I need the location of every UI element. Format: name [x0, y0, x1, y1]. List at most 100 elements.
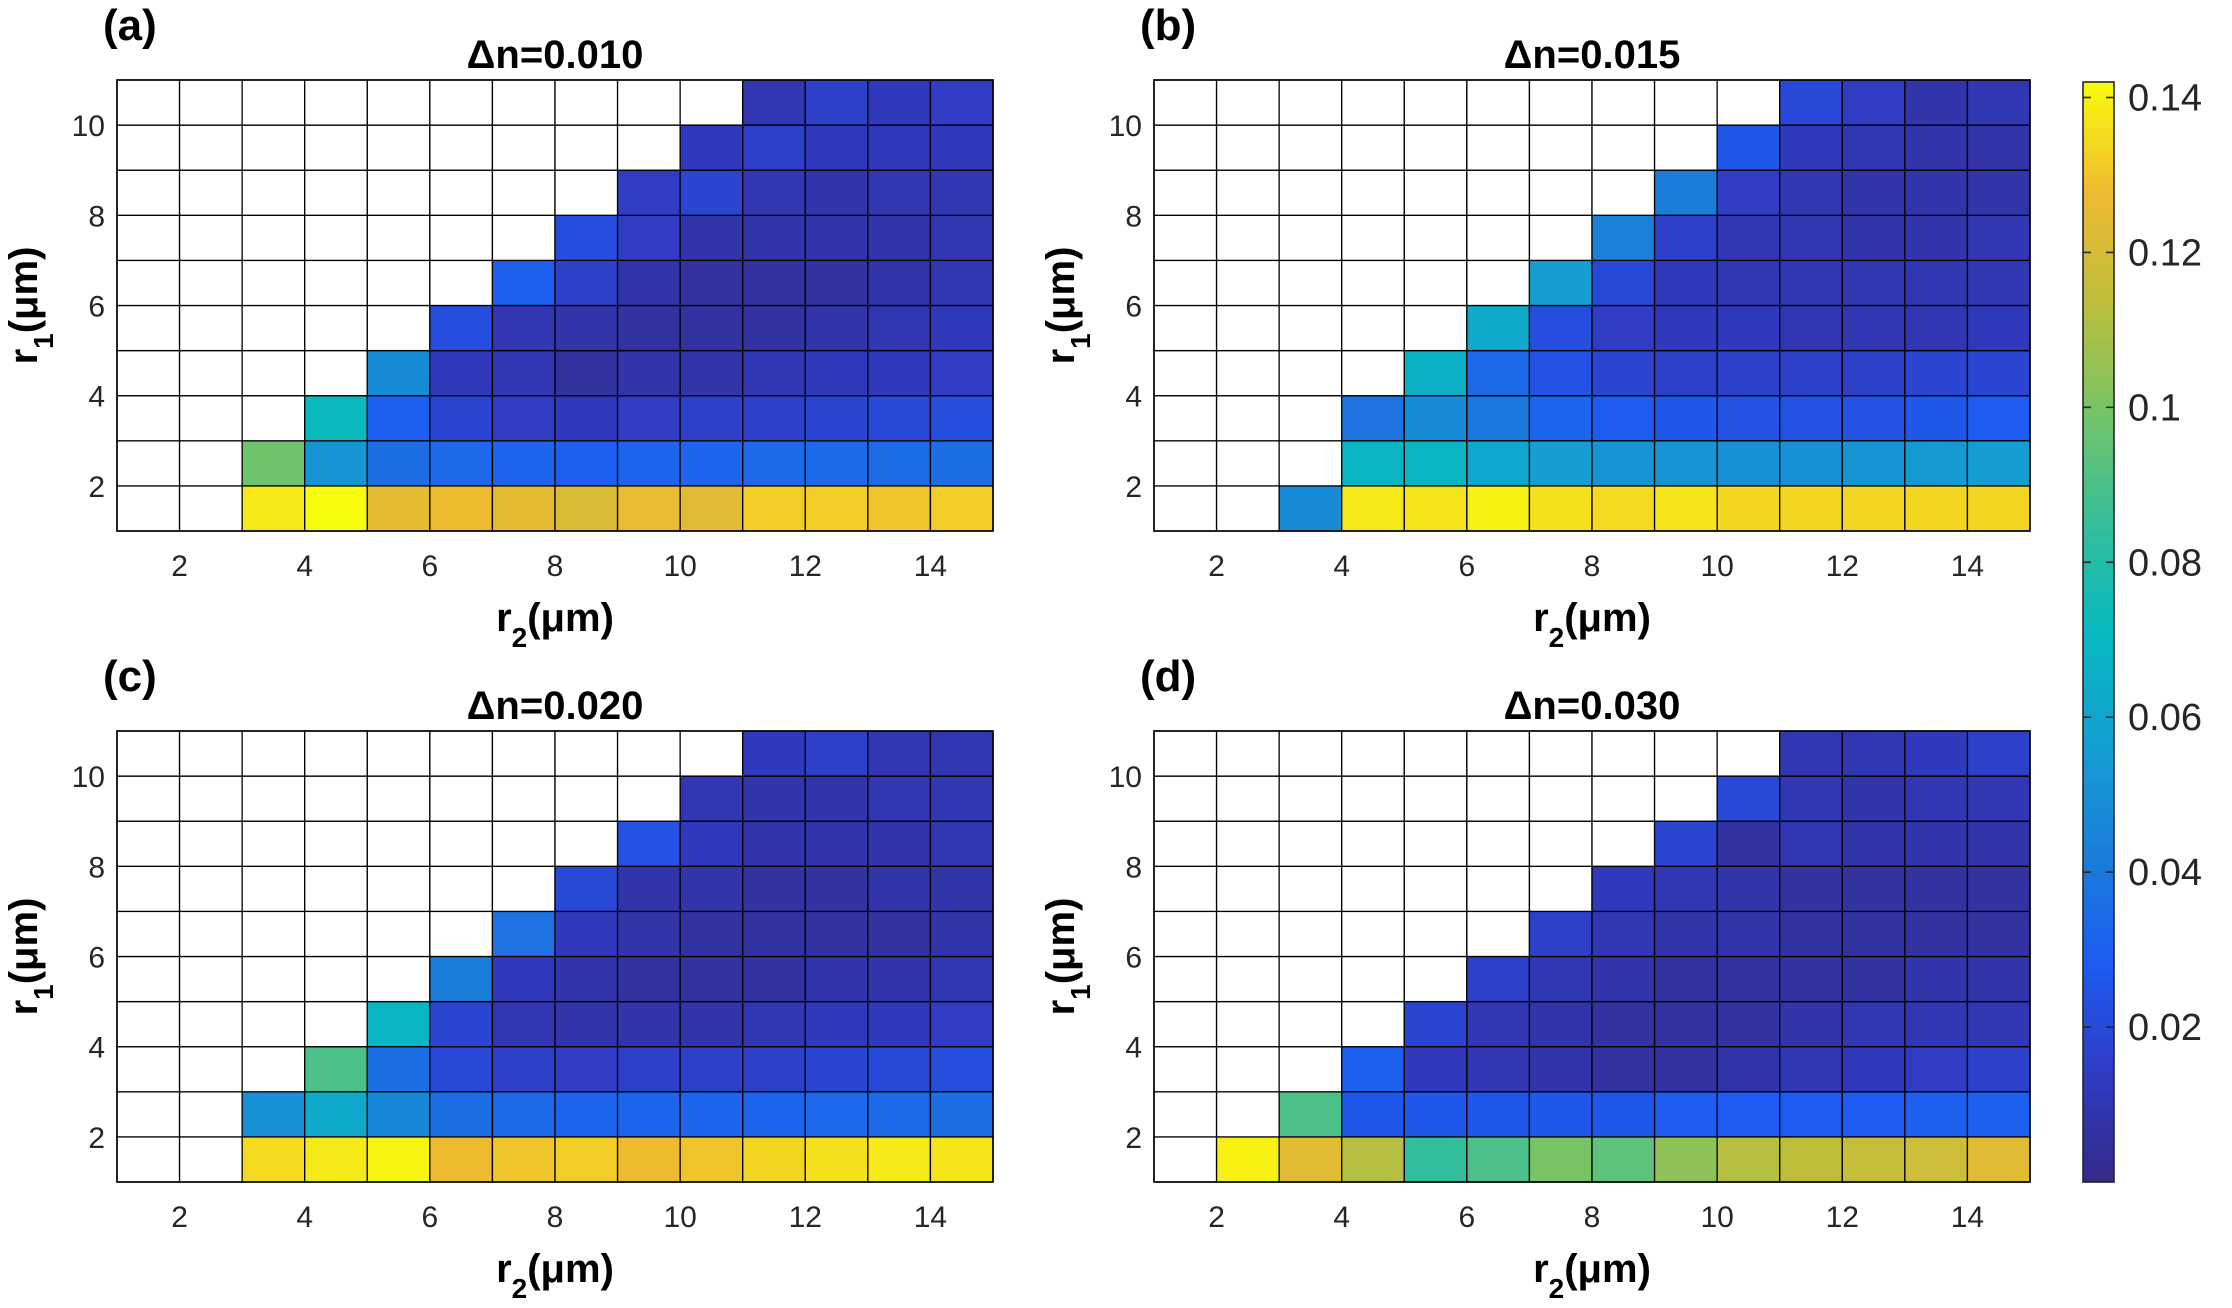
heatmap-cell	[1904, 395, 1969, 442]
heatmap-cell	[1278, 1046, 1343, 1093]
colorbar-tick-label: 0.04	[2128, 852, 2202, 894]
heatmap-cell	[1153, 910, 1218, 958]
heatmap-cell	[366, 910, 431, 958]
heatmap-cell	[491, 485, 556, 532]
heatmap-cell	[429, 79, 494, 126]
heatmap-cell	[1403, 440, 1468, 487]
colorbar-segment	[2083, 1145, 2114, 1156]
y-tick-label: 4	[88, 381, 105, 414]
heatmap-cell	[304, 214, 368, 262]
y-axis-label-unit: (μm)	[1039, 247, 1083, 334]
colorbar-segment	[2083, 769, 2114, 780]
y-axis-label-unit: (μm)	[1039, 898, 1083, 985]
heatmap-cell	[1153, 169, 1218, 216]
heatmap-cell	[1153, 304, 1218, 352]
colorbar-segment	[2083, 1136, 2114, 1146]
heatmap-cell	[1341, 485, 1405, 532]
heatmap-cell	[1403, 865, 1468, 913]
x-tick-label: 14	[1951, 1201, 1984, 1234]
heatmap-cell	[1966, 259, 2031, 307]
heatmap-cell	[1716, 259, 1781, 307]
colorbar-segment	[2083, 393, 2114, 404]
heatmap-cell	[804, 775, 869, 822]
heatmap-cell	[554, 79, 619, 126]
heatmap-cell	[679, 79, 744, 126]
colorbar-segment	[2083, 164, 2114, 175]
x-tick-label: 14	[1951, 550, 1984, 583]
heatmap-cell	[1904, 1091, 1969, 1138]
x-tick-label: 14	[914, 1201, 947, 1234]
heatmap-cell	[1528, 485, 1593, 532]
heatmap-cell	[929, 910, 994, 958]
colorbar-segment	[2083, 274, 2114, 285]
heatmap-cell	[1841, 1091, 1906, 1138]
heatmap-cell	[491, 865, 556, 913]
heatmap-cell	[1278, 349, 1343, 397]
heatmap-cell	[679, 775, 744, 822]
heatmap-cell	[366, 304, 431, 352]
heatmap-cell	[178, 259, 243, 307]
heatmap-cell	[1904, 775, 1969, 822]
heatmap-cell	[1716, 1091, 1781, 1138]
heatmap-cell	[1466, 259, 1531, 307]
x-axis-label-sub: 2	[1549, 622, 1565, 653]
heatmap-cells	[116, 79, 994, 532]
colorbar-segment	[2083, 806, 2114, 816]
heatmap-cell	[616, 1136, 681, 1183]
heatmap-cell	[1528, 214, 1593, 262]
heatmap-cell	[178, 79, 243, 126]
heatmap-cell	[1716, 169, 1781, 216]
colorbar-segment	[2083, 137, 2114, 147]
x-tick-label: 14	[914, 550, 947, 583]
heatmap-cell	[1278, 304, 1343, 352]
heatmap-cell	[1215, 259, 1280, 307]
heatmap-cell	[867, 485, 932, 532]
colorbar-segment	[2083, 760, 2114, 771]
heatmap-cell	[1716, 214, 1781, 262]
heatmap-cell	[1904, 349, 1969, 397]
heatmap-cell	[304, 169, 368, 216]
heatmap-cell	[867, 1000, 932, 1048]
heatmap-cell	[1403, 1091, 1468, 1138]
heatmap-cell	[1341, 349, 1405, 397]
colorbar-segment	[2083, 897, 2114, 908]
colorbar-tick-label: 0.12	[2128, 232, 2202, 274]
heatmap-cell	[1341, 79, 1405, 126]
heatmap-cell	[1904, 485, 1969, 532]
heatmap-cell	[554, 349, 619, 397]
x-axis-label: r2(μm)	[496, 1247, 614, 1304]
colorbar-segment	[2083, 1172, 2114, 1183]
heatmap-cell	[1278, 820, 1343, 867]
heatmap-cell	[929, 820, 994, 867]
heatmap-cell	[116, 1091, 181, 1138]
heatmap-cell	[679, 259, 744, 307]
x-axis-label-sub: 2	[512, 1273, 528, 1304]
heatmap-cell	[929, 1046, 994, 1093]
heatmap-cell	[742, 349, 806, 397]
heatmap-cell	[742, 395, 806, 442]
heatmap-cell	[304, 865, 368, 913]
colorbar-segment	[2083, 503, 2114, 514]
x-tick-label: 4	[1333, 1201, 1350, 1234]
heatmap-cell	[1966, 79, 2031, 126]
colorbar-segment	[2083, 430, 2114, 441]
heatmap-cell	[554, 730, 619, 777]
colorbar-segment	[2083, 512, 2114, 523]
colorbar-segment	[2083, 696, 2114, 706]
heatmap-cell	[616, 955, 681, 1003]
panel-title: Δn=0.020	[467, 684, 644, 728]
colorbar-segment	[2083, 870, 2114, 881]
x-axis-label-unit: (μm)	[527, 1247, 614, 1291]
heatmap-cell	[1966, 349, 2031, 397]
heatmap-cell	[679, 1091, 744, 1138]
heatmap-cell	[1278, 79, 1343, 126]
colorbar-segment	[2083, 311, 2114, 321]
heatmap-cell	[1653, 1046, 1718, 1093]
heatmap-cell	[1653, 775, 1718, 822]
heatmap-cell	[1528, 169, 1593, 216]
y-axis-label-unit: (μm)	[2, 247, 46, 334]
heatmap-cell	[1528, 730, 1593, 777]
heatmap-cell	[1153, 349, 1218, 397]
heatmap-cell	[1153, 1000, 1218, 1048]
heatmap-cell	[429, 1046, 494, 1093]
